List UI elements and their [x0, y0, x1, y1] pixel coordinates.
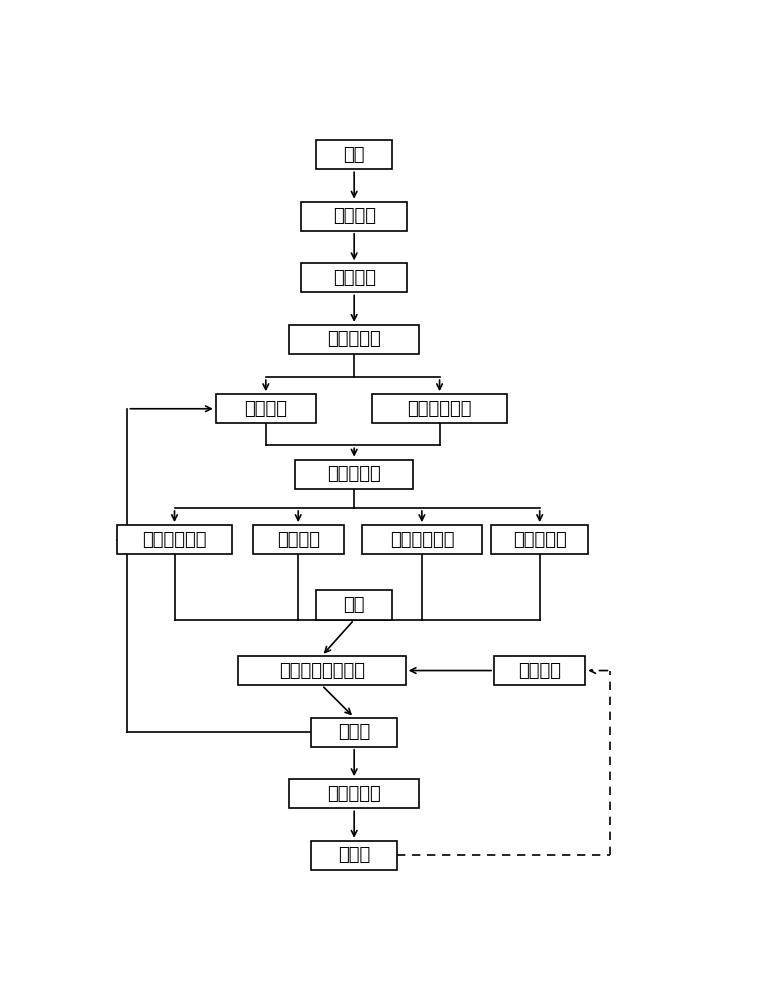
- Bar: [216, 394, 316, 423]
- Text: 打开进口泵: 打开进口泵: [328, 330, 381, 348]
- Text: 开启搅拌机: 开启搅拌机: [328, 465, 381, 483]
- Text: 粘土调节: 粘土调节: [277, 531, 320, 549]
- Text: 合格？: 合格？: [338, 723, 370, 741]
- Text: 加料: 加料: [344, 146, 365, 164]
- Text: 观察技术参数反馈: 观察技术参数反馈: [279, 662, 365, 680]
- Bar: [372, 394, 507, 423]
- Bar: [316, 590, 392, 620]
- Text: 打开出口泵: 打开出口泵: [328, 785, 381, 803]
- Text: 混浆: 混浆: [344, 596, 365, 614]
- Bar: [491, 525, 588, 554]
- Text: 启动电脑: 启动电脑: [333, 207, 375, 225]
- Bar: [252, 525, 344, 554]
- Bar: [301, 202, 407, 231]
- Bar: [312, 718, 397, 747]
- Bar: [312, 841, 397, 870]
- Text: 钒井泵: 钒井泵: [338, 846, 370, 864]
- Bar: [290, 325, 419, 354]
- Text: 水量调节: 水量调节: [244, 400, 287, 418]
- Bar: [295, 460, 413, 489]
- Bar: [301, 263, 407, 292]
- Bar: [316, 140, 392, 169]
- Bar: [494, 656, 585, 685]
- Text: 运行软件: 运行软件: [333, 269, 375, 287]
- Bar: [238, 656, 406, 685]
- Text: 降滤失剂调节: 降滤失剂调节: [390, 531, 454, 549]
- Bar: [290, 779, 419, 808]
- Bar: [362, 525, 483, 554]
- Bar: [117, 525, 232, 554]
- Text: 增粘剂调节: 增粘剂调节: [513, 531, 566, 549]
- Text: 固控设备: 固控设备: [518, 662, 561, 680]
- Text: 加重材料调节: 加重材料调节: [142, 531, 207, 549]
- Text: 膨润土量调节: 膨润土量调节: [407, 400, 472, 418]
